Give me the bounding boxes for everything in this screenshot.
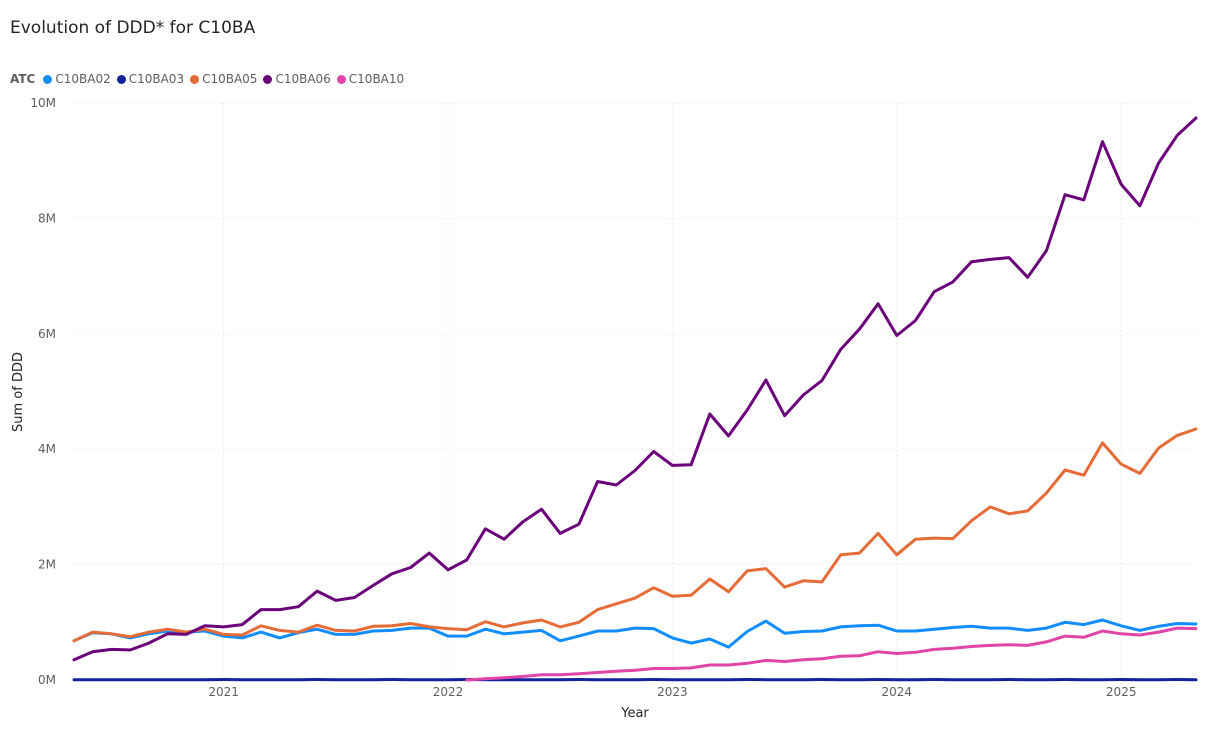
legend-item-c10ba03[interactable]: C10BA03 xyxy=(116,72,185,86)
x-tick-label: 2024 xyxy=(882,685,913,699)
series-line-c10ba05[interactable] xyxy=(72,427,1198,643)
legend-dot-c10ba05 xyxy=(190,74,200,84)
x-axis-title: Year xyxy=(620,706,649,721)
y-tick-label: 6M xyxy=(38,327,56,341)
y-tick-label: 0M xyxy=(38,673,56,687)
series-line-c10ba10[interactable] xyxy=(465,626,1198,682)
legend-dot-c10ba03 xyxy=(116,74,126,84)
x-tick-label: 2023 xyxy=(657,685,688,699)
y-tick-label: 4M xyxy=(38,442,56,456)
legend-title: ATC xyxy=(10,72,36,86)
series-lines xyxy=(72,116,1198,682)
legend-item-c10ba10[interactable]: C10BA10 xyxy=(336,72,405,86)
legend-label-c10ba10: C10BA10 xyxy=(348,72,405,86)
x-tick-label: 2021 xyxy=(208,685,239,699)
y-tick-label: 2M xyxy=(38,558,56,572)
legend-item-c10ba05[interactable]: C10BA05 xyxy=(190,72,257,86)
legend-dot-c10ba02 xyxy=(43,74,53,84)
legend-dot-c10ba06 xyxy=(263,74,273,84)
y-axis-title: Sum of DDD xyxy=(11,352,26,432)
x-tick-label: 2022 xyxy=(433,685,464,699)
y-tick-label: 10M xyxy=(30,96,56,110)
chart-title: Evolution of DDD* for C10BA xyxy=(10,18,256,38)
legend-label-c10ba03: C10BA03 xyxy=(128,72,185,86)
x-axis-ticks: 2021 2022 2023 2024 2025 xyxy=(208,685,1136,699)
y-axis-ticks: 0M 2M 4M 6M 8M 10M xyxy=(30,96,56,687)
legend-item-c10ba06[interactable]: C10BA06 xyxy=(263,72,331,86)
legend-label-c10ba05: C10BA05 xyxy=(202,72,258,86)
series-line-c10ba02[interactable] xyxy=(72,618,1198,649)
series-line-c10ba06[interactable] xyxy=(72,116,1198,662)
x-tick-label: 2025 xyxy=(1106,685,1137,699)
legend-dot-c10ba10 xyxy=(336,74,346,84)
gridlines xyxy=(74,102,1196,680)
y-tick-label: 8M xyxy=(38,211,56,225)
legend-label-c10ba02: C10BA02 xyxy=(55,72,111,86)
legend: ATC C10BA02 C10BA03 C10BA05 C10BA06 C10B… xyxy=(10,72,410,86)
legend-label-c10ba06: C10BA06 xyxy=(275,72,331,86)
legend-item-c10ba02[interactable]: C10BA02 xyxy=(43,72,111,86)
